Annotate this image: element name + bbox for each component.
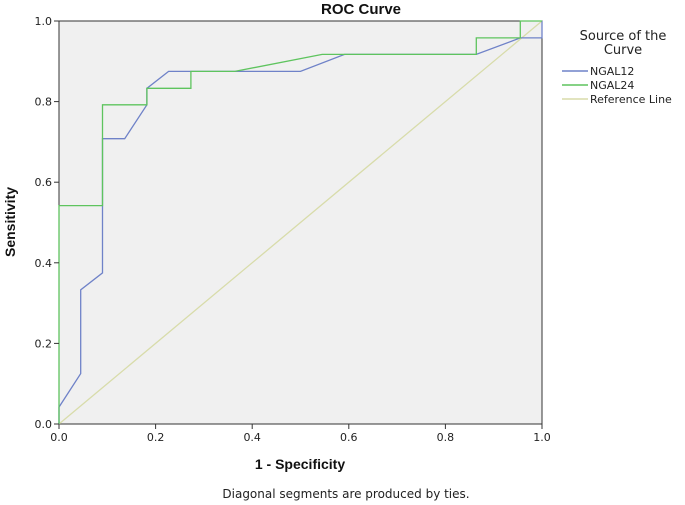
legend: Source of the Curve NGAL12NGAL24Referenc… [562,29,672,106]
legend-label-ngal12: NGAL12 [590,65,634,78]
footnote: Diagonal segments are produced by ties. [222,487,469,501]
x-tick-label: 0.2 [147,431,165,444]
y-tick-label: 1.0 [35,15,53,28]
x-tick-label: 1.0 [533,431,551,444]
series-line-ngal24 [58,20,542,424]
x-tick-label: 0.6 [340,431,358,444]
legend-title-line2: Curve [604,43,642,58]
legend-title-line1: Source of the [580,29,667,44]
x-axis-label: 1 - Specificity [255,456,345,472]
y-tick-label: 0.4 [35,257,53,270]
chart-title: ROC Curve [321,1,401,18]
y-axis-label: Sensitivity [2,187,18,257]
y-tick-label: 0.2 [35,337,53,350]
axis-layer: 0.0 0.2 0.4 0.6 0.8 1.0 0.0 0.2 0.4 0.6 0.8 1.0 [35,15,551,444]
y-tick-label: 0.0 [35,418,53,431]
series-line-reference-line [58,20,543,425]
x-tick-label: 0.8 [437,431,455,444]
series-layer [58,20,543,425]
x-tick-label: 0.4 [243,431,261,444]
legend-label-ngal24: NGAL24 [590,79,634,92]
legend-label-reference-line: Reference Line [590,93,672,106]
y-tick-label: 0.6 [35,176,53,189]
y-tick-label: 0.8 [35,96,53,109]
x-tick-label: 0.0 [50,431,68,444]
